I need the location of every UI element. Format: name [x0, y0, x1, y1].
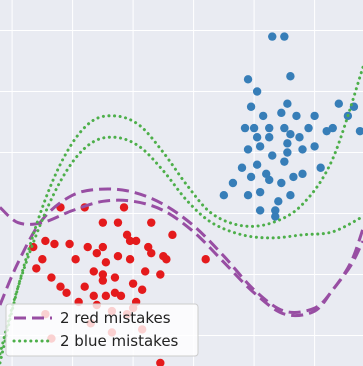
blue-point: [268, 151, 277, 160]
red-point: [128, 279, 138, 288]
blue-point: [334, 99, 343, 108]
red-point: [125, 236, 135, 246]
red-point: [29, 242, 38, 252]
red-point: [92, 248, 102, 258]
red-point: [147, 218, 156, 227]
red-point: [98, 276, 108, 285]
blue-point: [328, 123, 337, 133]
red-point: [50, 239, 59, 249]
blue-point: [252, 87, 262, 96]
blue-point: [286, 72, 295, 81]
red-point: [38, 255, 47, 264]
red-point: [56, 282, 65, 291]
legend-label-red-mistakes: 2 red mistakes: [60, 309, 171, 327]
blue-point: [243, 191, 253, 200]
blue-point: [271, 206, 280, 215]
blue-point: [252, 133, 262, 142]
blue-point: [255, 142, 265, 151]
red-point: [131, 236, 141, 246]
blue-point: [295, 133, 304, 142]
red-point: [137, 285, 147, 294]
red-point: [47, 273, 56, 282]
blue-point: [280, 157, 289, 166]
blue-point: [265, 175, 274, 185]
blue-point: [274, 197, 283, 206]
data-points: [29, 32, 363, 366]
legend-box: [5, 303, 199, 357]
blue-point: [310, 111, 319, 121]
blue-point: [286, 130, 295, 139]
red-point: [83, 242, 92, 252]
blue-point: [277, 178, 286, 188]
blue-point: [243, 75, 253, 84]
blue-point: [280, 123, 289, 133]
blue-point: [271, 212, 280, 221]
red-point: [89, 291, 98, 301]
red-mistakes-boundary-2: [0, 187, 363, 314]
red-point: [89, 267, 98, 276]
blue-point: [219, 191, 229, 200]
blue-point: [249, 123, 259, 133]
red-point: [141, 267, 150, 276]
legend: 2 red mistakes 2 blue mistakes: [5, 303, 199, 357]
blue-point: [298, 169, 307, 179]
blue-point: [237, 163, 247, 172]
red-point: [113, 218, 123, 227]
red-point: [156, 358, 165, 366]
blue-point: [283, 148, 292, 157]
red-point: [159, 252, 168, 261]
red-point: [98, 242, 108, 252]
blue-point: [298, 145, 307, 154]
legend-label-blue-mistakes: 2 blue mistakes: [60, 332, 179, 350]
red-point: [113, 252, 123, 261]
blue-point: [283, 99, 292, 108]
red-point: [98, 270, 108, 279]
blue-point: [355, 126, 363, 136]
blue-point: [252, 160, 262, 169]
red-point: [32, 264, 41, 273]
red-point: [41, 236, 50, 246]
red-point: [110, 288, 120, 297]
red-point: [101, 291, 111, 301]
blue-point: [246, 172, 256, 182]
blue-point: [286, 191, 295, 200]
red-point: [101, 258, 111, 267]
blue-mistakes-boundary-1: [0, 65, 363, 365]
blue-point: [316, 163, 325, 172]
red-point: [156, 270, 165, 279]
blue-point: [277, 108, 286, 118]
blue-point: [280, 32, 289, 41]
red-point: [110, 273, 120, 282]
blue-point: [289, 172, 298, 182]
blue-mistakes-boundary-2: [0, 135, 363, 356]
blue-point: [292, 111, 301, 121]
blue-point: [310, 142, 319, 151]
red-point: [119, 203, 129, 212]
blue-point: [265, 133, 274, 142]
blue-point: [304, 123, 313, 133]
red-point: [168, 230, 177, 240]
red-point: [98, 218, 108, 227]
red-point: [125, 255, 135, 264]
red-point: [65, 239, 74, 249]
blue-point: [240, 123, 250, 133]
blue-point: [258, 111, 268, 121]
blue-point: [265, 123, 274, 133]
red-point: [80, 282, 89, 291]
blue-point: [246, 102, 256, 111]
blue-point: [268, 32, 277, 41]
red-point: [201, 255, 210, 264]
blue-point: [283, 139, 292, 148]
decision-boundaries: [0, 65, 363, 365]
blue-point: [228, 178, 238, 188]
blue-point: [255, 206, 265, 215]
red-point: [144, 242, 153, 252]
blue-point: [255, 187, 265, 197]
blue-point: [243, 145, 253, 154]
red-point: [62, 288, 71, 297]
red-point: [71, 255, 80, 264]
